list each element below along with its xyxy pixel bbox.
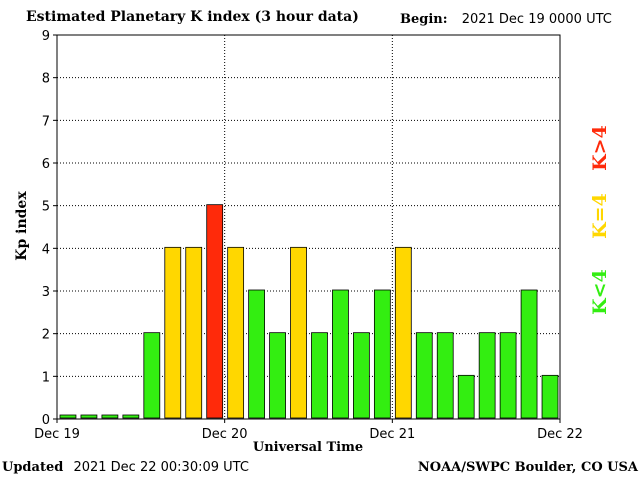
- x-tick-label: Dec 19: [34, 427, 80, 442]
- kp-bar: [353, 332, 370, 419]
- updated-label: Updated: [2, 460, 64, 475]
- kp-bar: [457, 374, 475, 419]
- plot-frame: [56, 34, 561, 420]
- kp-bar: [373, 289, 391, 419]
- x-axis-label: Universal Time: [252, 440, 364, 455]
- kp-bar: [311, 332, 328, 419]
- kp-bar: [101, 414, 119, 419]
- legend-k-above-4: K>4: [589, 125, 611, 171]
- kp-bar: [290, 246, 307, 419]
- kp-bar: [541, 374, 559, 419]
- y-tick-label: 1: [42, 370, 50, 385]
- legend-k-below-4: K<4: [589, 269, 611, 315]
- kp-bar: [499, 332, 517, 419]
- y-tick-label: 0: [42, 413, 50, 428]
- kp-bar: [269, 332, 286, 419]
- y-tick-label: 5: [42, 200, 50, 215]
- kp-bar: [332, 289, 349, 419]
- begin-time: Begin: 2021 Dec 19 0000 UTC: [400, 12, 612, 27]
- kp-bar: [59, 414, 77, 419]
- x-tick-label: Dec 20: [202, 427, 248, 442]
- y-tick-label: 2: [42, 328, 50, 343]
- y-tick-label: 6: [42, 157, 50, 172]
- begin-label: Begin:: [400, 12, 448, 27]
- begin-value: 2021 Dec 19 0000 UTC: [461, 12, 612, 27]
- kp-bar: [122, 414, 140, 419]
- updated-value: 2021 Dec 22 00:30:09 UTC: [73, 460, 249, 475]
- y-axis-label: Kp index: [14, 191, 30, 261]
- y-tick-label: 7: [42, 114, 50, 129]
- y-tick-label: 3: [42, 285, 50, 300]
- chart-title: Estimated Planetary K index (3 hour data…: [26, 9, 359, 25]
- kp-bar: [185, 246, 203, 419]
- y-tick-label: 8: [42, 72, 50, 87]
- kp-bar: [80, 414, 98, 419]
- kp-bar: [227, 246, 245, 419]
- kp-bar: [436, 332, 454, 419]
- kp-bar: [415, 332, 433, 419]
- kp-bar: [248, 289, 265, 419]
- updated-time: Updated 2021 Dec 22 00:30:09 UTC: [2, 460, 249, 475]
- kp-bar: [394, 246, 412, 419]
- y-tick-label: 9: [42, 29, 50, 44]
- kp-bar: [164, 246, 182, 419]
- kp-bar: [478, 332, 496, 419]
- kp-bar: [206, 204, 224, 419]
- x-tick-label: Dec 21: [369, 427, 415, 442]
- legend-k-equal-4: K=4: [589, 193, 611, 239]
- kp-bar: [143, 332, 161, 419]
- kp-bar: [520, 289, 538, 419]
- x-tick-label: Dec 22: [537, 427, 583, 442]
- data-source: NOAA/SWPC Boulder, CO USA: [417, 460, 638, 475]
- y-tick-label: 4: [42, 242, 50, 257]
